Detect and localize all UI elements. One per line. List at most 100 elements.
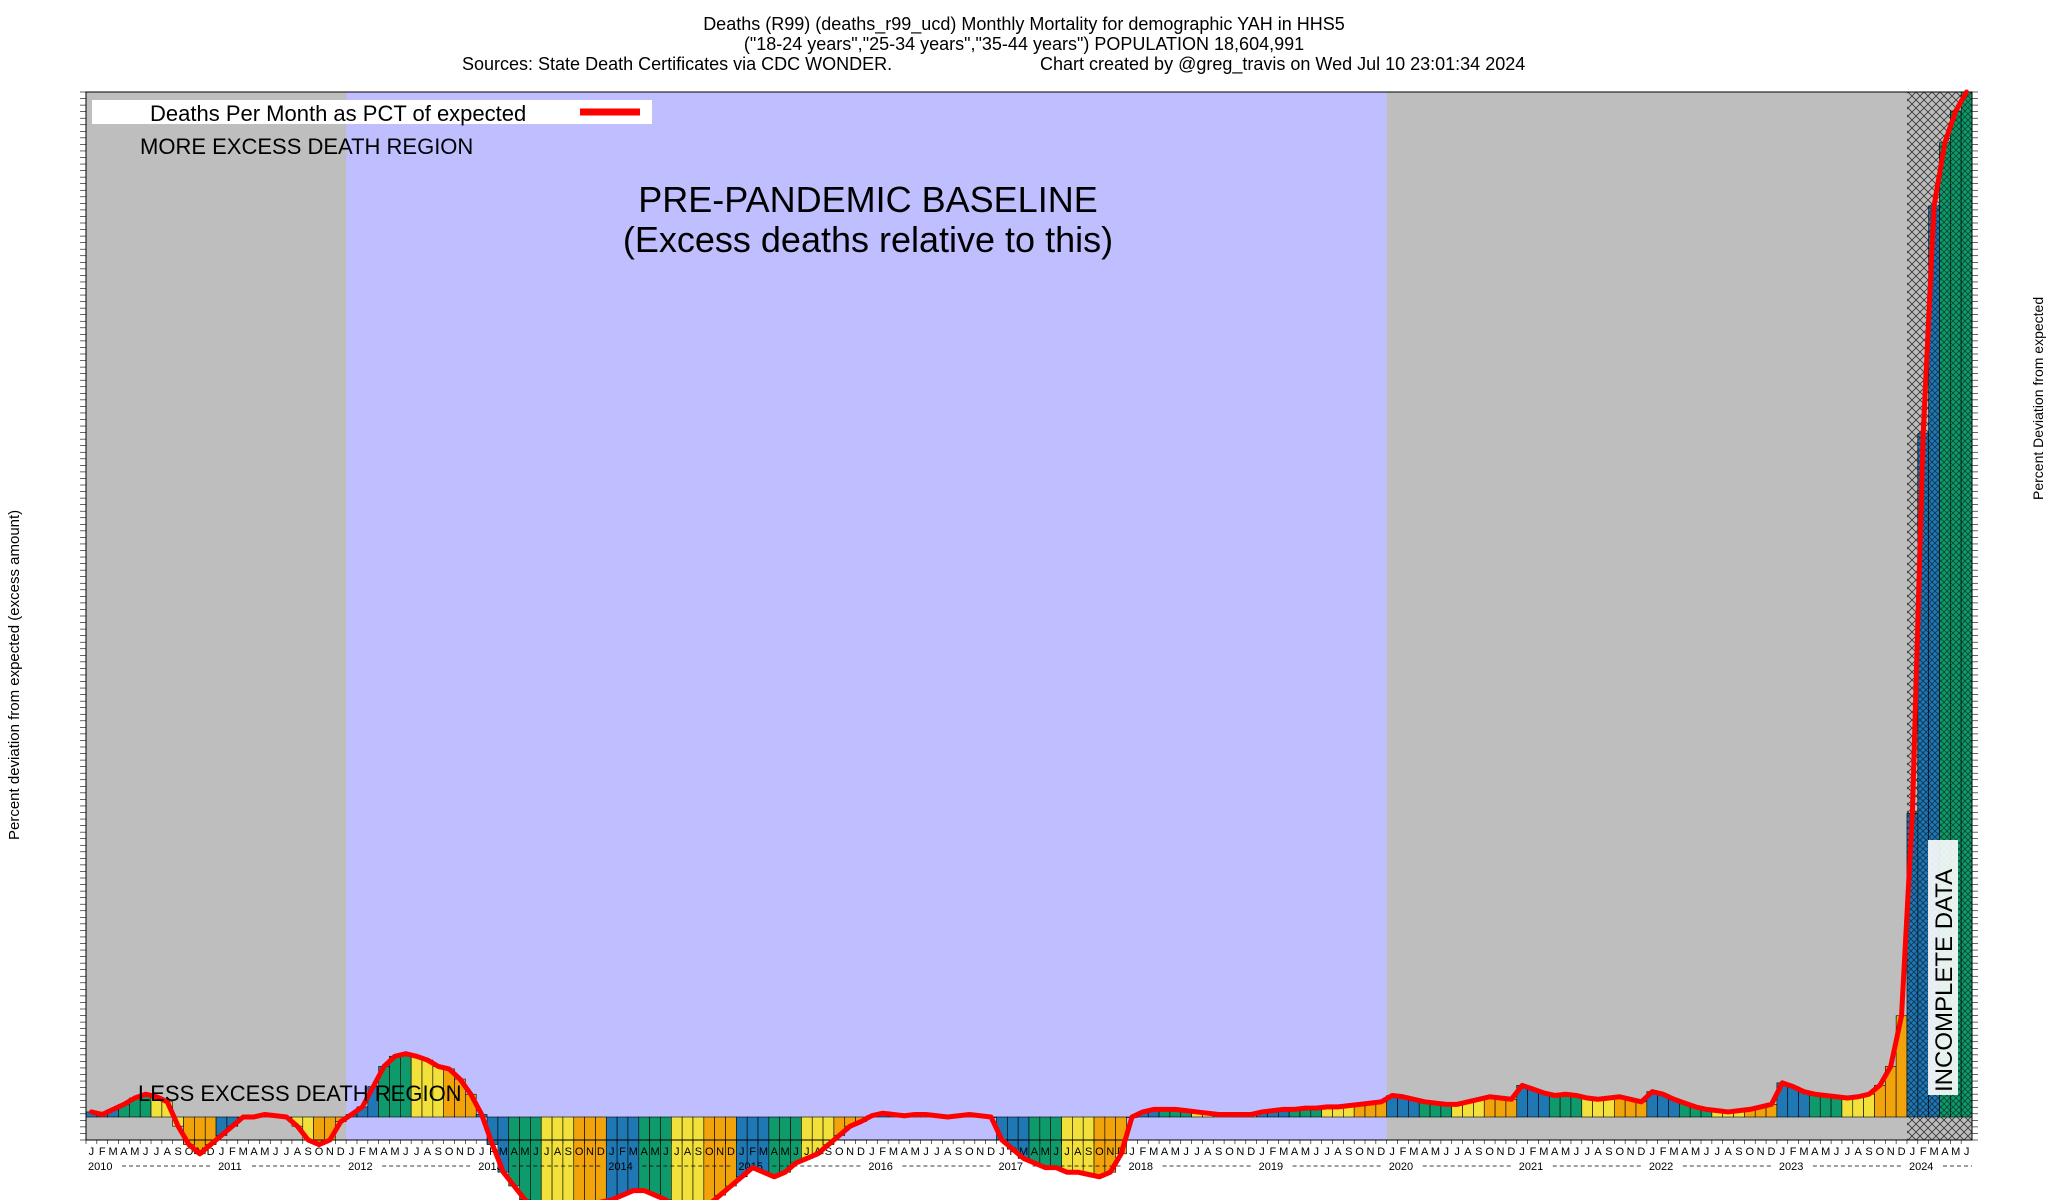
x-month-label: N [1106, 1146, 1114, 1158]
x-month-label: J [219, 1146, 225, 1158]
x-month-label: O [185, 1146, 194, 1158]
x-month-label: J [999, 1146, 1005, 1158]
x-month-label: M [889, 1146, 898, 1158]
x-month-label: J [663, 1146, 669, 1158]
x-month-label: J [533, 1146, 539, 1158]
x-month-label: O [575, 1146, 584, 1158]
x-month-label: M [260, 1146, 269, 1158]
x-month-label: M [1301, 1146, 1310, 1158]
x-month-label: O [445, 1146, 454, 1158]
x-month-label: J [1194, 1146, 1200, 1158]
bar [1841, 1097, 1854, 1118]
x-month-label: J [349, 1146, 355, 1158]
x-month-label: O [1485, 1146, 1494, 1158]
x-month-label: F [749, 1146, 756, 1158]
x-month-label: S [955, 1146, 962, 1158]
credit-text: Chart created by @greg_travis on Wed Jul… [1040, 54, 1526, 74]
x-month-label: S [305, 1146, 312, 1158]
x-year-label: 2024 [1909, 1161, 1933, 1173]
x-month-label: J [804, 1146, 810, 1158]
bar [779, 1116, 791, 1173]
baseline-region [346, 92, 1387, 1140]
x-month-label: O [1615, 1146, 1624, 1158]
x-month-label: S [174, 1146, 181, 1158]
bar [1809, 1093, 1821, 1118]
x-month-label: J [1834, 1146, 1840, 1158]
x-month-label: M [759, 1146, 768, 1158]
incomplete-label-bg [1928, 840, 1958, 1095]
bar [681, 1116, 694, 1200]
bar [1548, 1095, 1561, 1118]
x-month-label: M [239, 1146, 248, 1158]
x-month-label: F [359, 1146, 366, 1158]
x-month-label: M [1821, 1146, 1830, 1158]
x-month-label: S [1085, 1146, 1092, 1158]
x-month-label: M [520, 1146, 529, 1158]
chart-title-line2: ("18-24 years","25-34 years","35-44 year… [743, 34, 1305, 54]
x-month-label: N [1236, 1146, 1244, 1158]
x-year-label: 2019 [1259, 1161, 1283, 1173]
x-month-label: M [781, 1146, 790, 1158]
x-month-label: D [1377, 1146, 1385, 1158]
x-month-label: N [1757, 1146, 1765, 1158]
bar-hatch [1961, 92, 1972, 1117]
x-month-label: A [1291, 1146, 1299, 1158]
x-month-label: D [467, 1146, 475, 1158]
x-month-label: S [1475, 1146, 1482, 1158]
incomplete-data-label: INCOMPLETE DATA [1931, 869, 1958, 1092]
bar [1819, 1095, 1832, 1118]
bar [584, 1116, 596, 1200]
x-year-label: 2010 [88, 1161, 112, 1173]
x-month-label: F [1400, 1146, 1407, 1158]
x-month-label: D [1637, 1146, 1645, 1158]
x-month-label: A [641, 1146, 649, 1158]
x-month-label: J [1780, 1146, 1786, 1158]
x-month-label: A [250, 1146, 258, 1158]
x-month-label: J [284, 1146, 290, 1158]
x-month-label: J [1444, 1146, 1450, 1158]
x-month-label: S [825, 1146, 832, 1158]
x-month-label: J [1259, 1146, 1265, 1158]
x-month-label: M [1539, 1146, 1548, 1158]
x-month-label: D [1768, 1146, 1776, 1158]
x-month-label: D [207, 1146, 215, 1158]
legend-label: Deaths Per Month as PCT of expected [150, 101, 526, 126]
bar [1538, 1092, 1550, 1118]
x-month-label: D [597, 1146, 605, 1158]
x-month-label: J [1584, 1146, 1590, 1158]
x-month-label: O [1746, 1146, 1755, 1158]
x-month-label: N [716, 1146, 724, 1158]
x-month-label: M [629, 1146, 638, 1158]
x-month-label: M [650, 1146, 659, 1158]
x-year-label: 2023 [1779, 1161, 1803, 1173]
x-month-label: M [1929, 1146, 1938, 1158]
x-month-label: J [1715, 1146, 1721, 1158]
x-year-label: 2022 [1649, 1161, 1673, 1173]
x-month-label: M [911, 1146, 920, 1158]
bar [1505, 1098, 1518, 1118]
x-month-label: A [684, 1146, 692, 1158]
x-month-label: A [1811, 1146, 1819, 1158]
x-month-label: S [1215, 1146, 1222, 1158]
x-year-label: 2016 [868, 1161, 892, 1173]
x-month-label: N [976, 1146, 984, 1158]
bar [519, 1116, 531, 1200]
sources-text: Sources: State Death Certificates via CD… [462, 54, 893, 74]
x-month-label: F [1139, 1146, 1146, 1158]
chart-title-line1: Deaths (R99) (deaths_r99_ucd) Monthly Mo… [703, 14, 1345, 34]
bar-hatch [1939, 142, 1951, 1117]
x-month-label: N [1497, 1146, 1505, 1158]
x-month-label: M [1431, 1146, 1440, 1158]
bar-hatch [1928, 205, 1940, 1117]
x-month-label: S [695, 1146, 702, 1158]
x-month-label: A [1724, 1146, 1732, 1158]
x-month-label: F [619, 1146, 626, 1158]
x-month-label: A [380, 1146, 388, 1158]
x-month-label: M [1951, 1146, 1960, 1158]
x-month-label: J [934, 1146, 940, 1158]
x-month-label: J [1964, 1146, 1970, 1158]
x-year-label: 2017 [998, 1161, 1022, 1173]
x-month-label: F [99, 1146, 106, 1158]
x-month-label: N [846, 1146, 854, 1158]
bar-hatch [1917, 433, 1929, 1117]
